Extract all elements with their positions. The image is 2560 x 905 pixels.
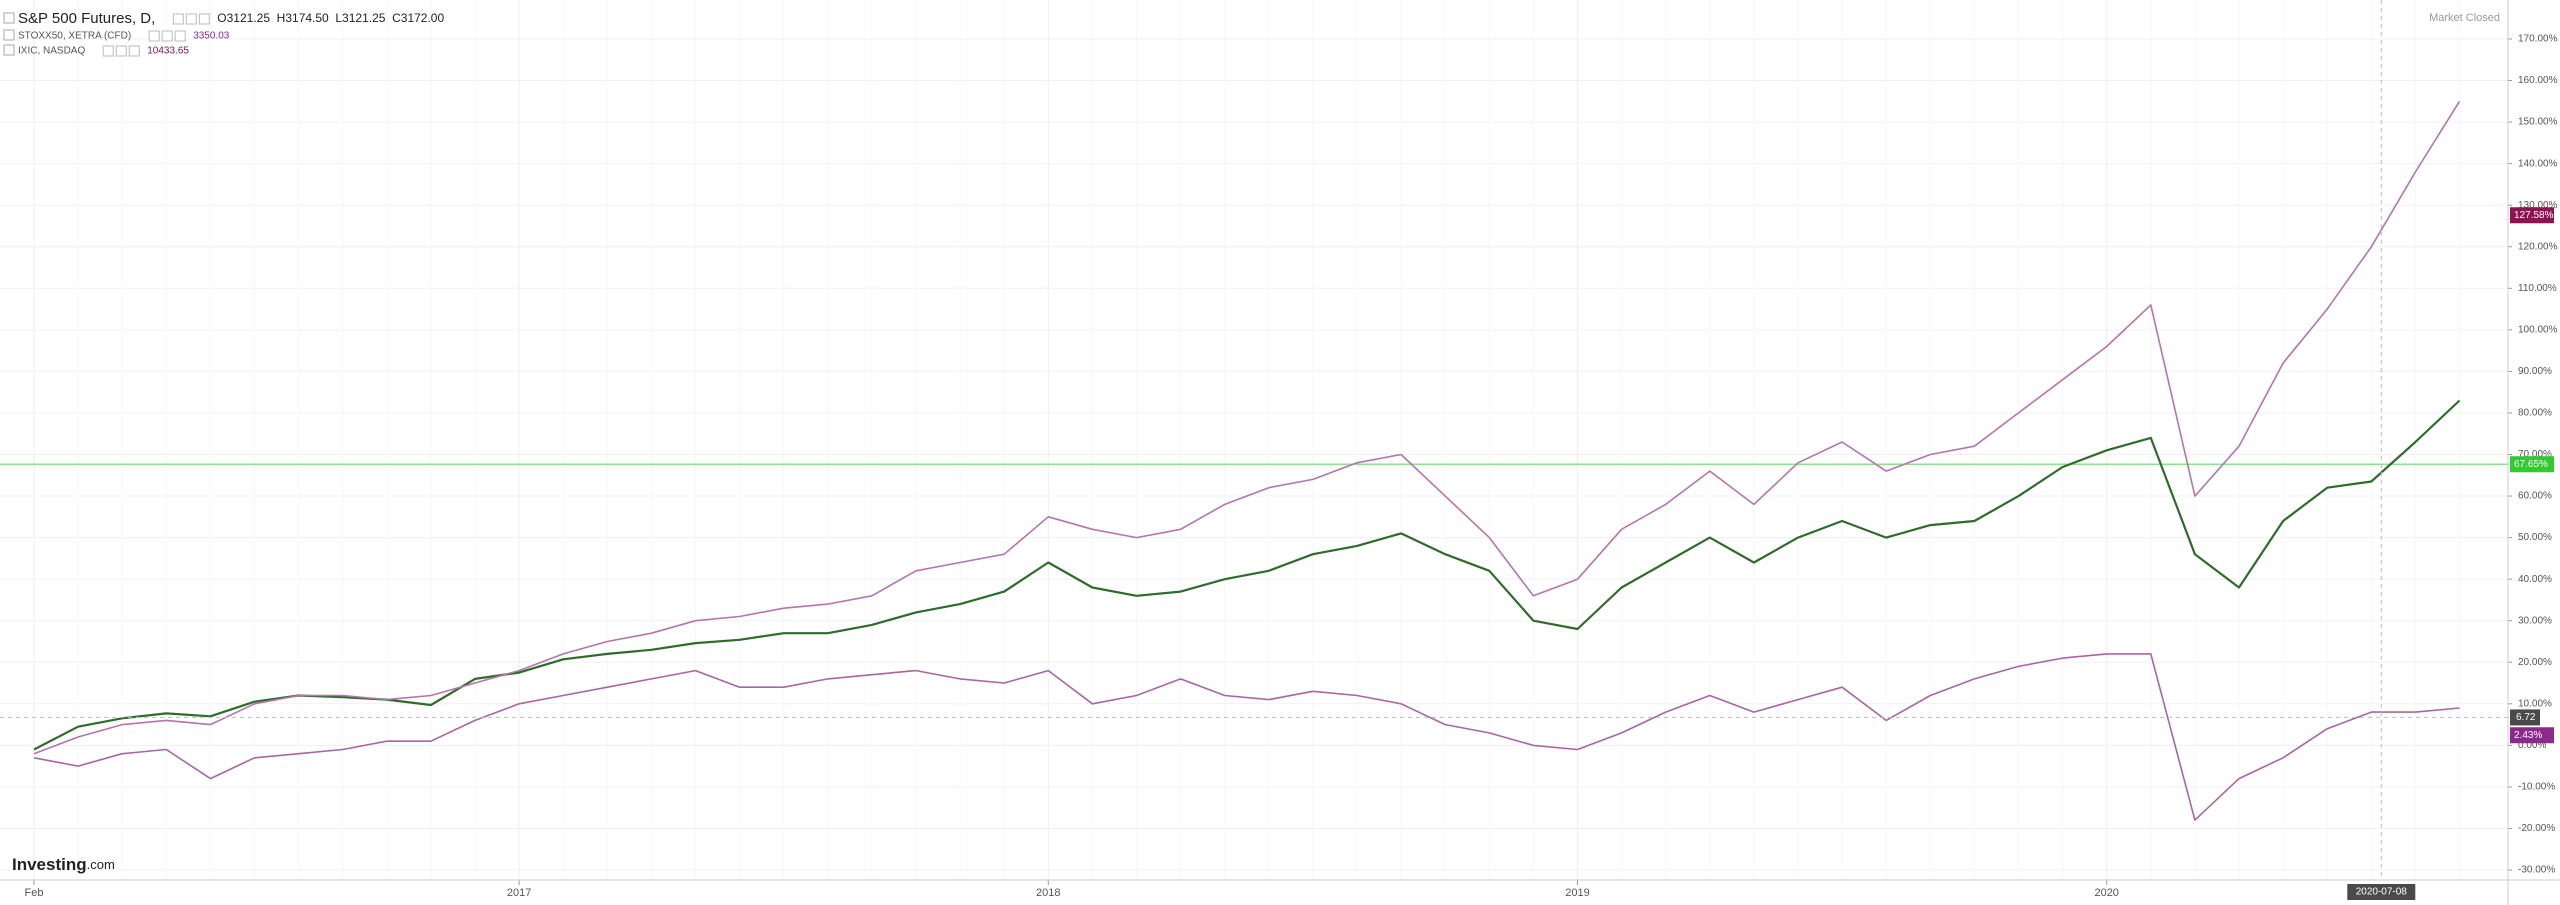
legend-quote: 3350.03 bbox=[193, 31, 230, 42]
legend-quote: O3121.25 H3174.50 L3121.25 C3172.00 bbox=[217, 11, 444, 25]
legend-toggle[interactable] bbox=[3, 12, 15, 24]
y-tick-label: 160.00% bbox=[2518, 75, 2558, 86]
y-tick-label: 80.00% bbox=[2518, 408, 2552, 419]
legend-button[interactable] bbox=[128, 45, 140, 57]
crosshair-x-tag bbox=[2347, 884, 2416, 900]
y-tick-label: -30.00% bbox=[2518, 865, 2555, 876]
x-tick-label: 2017 bbox=[507, 887, 531, 899]
legend-button[interactable] bbox=[161, 30, 173, 42]
market-status: Market Closed bbox=[2429, 12, 2500, 24]
price-tag-label: 67.65% bbox=[2514, 459, 2548, 470]
y-tick-label: 120.00% bbox=[2518, 241, 2558, 252]
y-tick-label: 100.00% bbox=[2518, 324, 2558, 335]
legend-name[interactable]: STOXX50, XETRA (CFD) bbox=[18, 31, 131, 42]
y-tick-label: 30.00% bbox=[2518, 615, 2552, 626]
x-tick-label: 2019 bbox=[1565, 887, 1589, 899]
y-tick-label: 40.00% bbox=[2518, 574, 2552, 585]
series-line bbox=[33, 653, 2460, 821]
series-line bbox=[33, 399, 2461, 751]
legend-button[interactable] bbox=[185, 13, 197, 25]
price-tag-label: 2.43% bbox=[2514, 730, 2542, 741]
legend-toggle[interactable] bbox=[3, 29, 15, 41]
brand-logo: Investing.com bbox=[12, 855, 115, 874]
price-tag-label: 127.58% bbox=[2514, 210, 2554, 221]
y-tick-label: 110.00% bbox=[2518, 283, 2557, 294]
legend-button[interactable] bbox=[172, 13, 184, 25]
y-tick-label: 50.00% bbox=[2518, 532, 2552, 543]
x-tick-label: Feb bbox=[25, 887, 44, 899]
x-tick-label: 2018 bbox=[1036, 887, 1060, 899]
legend-name[interactable]: IXIC, NASDAQ bbox=[18, 46, 85, 57]
crosshair-x-label: 2020-07-08 bbox=[2356, 887, 2408, 898]
x-tick-label: 2020 bbox=[2094, 887, 2118, 899]
legend-button[interactable] bbox=[198, 13, 210, 25]
legend-name[interactable]: S&P 500 Futures, D, bbox=[18, 10, 155, 27]
legend-button[interactable] bbox=[148, 30, 160, 42]
y-tick-label: 150.00% bbox=[2518, 117, 2558, 128]
price-tag bbox=[2510, 456, 2554, 473]
y-tick-label: 130.00% bbox=[2518, 200, 2558, 211]
y-tick-label: 20.00% bbox=[2518, 657, 2552, 668]
legend-button[interactable] bbox=[174, 30, 186, 42]
brand-name: Investing bbox=[12, 855, 87, 874]
y-tick-label: 90.00% bbox=[2518, 366, 2552, 377]
legend-button[interactable] bbox=[115, 45, 127, 57]
brand-suffix: .com bbox=[87, 857, 115, 872]
legend-quote: 10433.65 bbox=[147, 46, 189, 57]
legend: S&P 500 Futures, D, O3121.25 H3174.50 L31… bbox=[3, 10, 444, 57]
y-tick-label: -20.00% bbox=[2518, 823, 2555, 834]
y-tick-label: 70.00% bbox=[2518, 449, 2552, 460]
y-tick-label: 170.00% bbox=[2518, 34, 2558, 45]
y-tick-label: 0.00% bbox=[2518, 740, 2546, 751]
crosshair-y-label: 6.72 bbox=[2516, 712, 2536, 723]
legend-toggle[interactable] bbox=[3, 44, 15, 56]
legend-button[interactable] bbox=[102, 45, 114, 57]
price-tag bbox=[2510, 727, 2554, 744]
y-tick-label: -10.00% bbox=[2518, 782, 2555, 793]
crosshair-y-tag bbox=[2510, 709, 2540, 726]
y-tick-label: 60.00% bbox=[2518, 491, 2552, 502]
price-tag bbox=[2510, 207, 2554, 224]
y-tick-label: 10.00% bbox=[2518, 698, 2552, 709]
y-tick-label: 140.00% bbox=[2518, 158, 2558, 169]
series-line bbox=[33, 100, 2461, 755]
